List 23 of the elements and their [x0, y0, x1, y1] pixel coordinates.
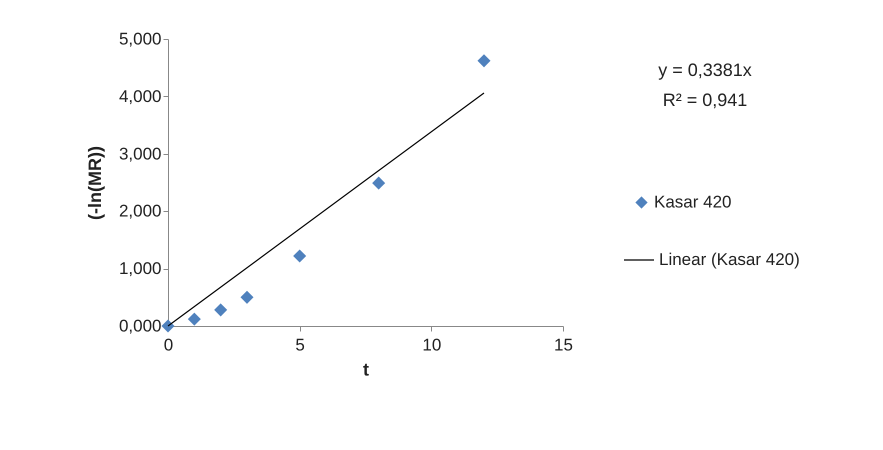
y-axis-title: (-ln(MR)) — [84, 146, 105, 220]
x-tick-label: 10 — [422, 336, 442, 354]
x-tick-label: 15 — [554, 336, 573, 354]
text: y = 0,3381x — [658, 60, 752, 80]
x-tick-label: 0 — [164, 336, 174, 354]
y-tick-label: 3,000 — [118, 144, 162, 164]
y-tick-label: 2,000 — [118, 202, 162, 221]
point — [240, 290, 254, 304]
point — [161, 319, 175, 333]
legend-label: Kasar 420 — [654, 192, 732, 212]
point — [188, 312, 201, 326]
y-tick-label: 0,000 — [118, 316, 162, 336]
text: R² = 0,941 — [662, 90, 748, 110]
x-tick-label: 5 — [295, 336, 305, 354]
x-axis-title: t — [363, 360, 369, 380]
point — [372, 176, 386, 190]
y-tick-label: 5,000 — [118, 30, 162, 48]
point — [214, 303, 228, 316]
y-tick-label: 4,000 — [118, 86, 162, 106]
point — [477, 54, 491, 68]
legend-label: Linear (Kasar 420) — [659, 250, 800, 269]
y-tick-label: 1,000 — [118, 259, 162, 278]
point — [293, 249, 306, 262]
